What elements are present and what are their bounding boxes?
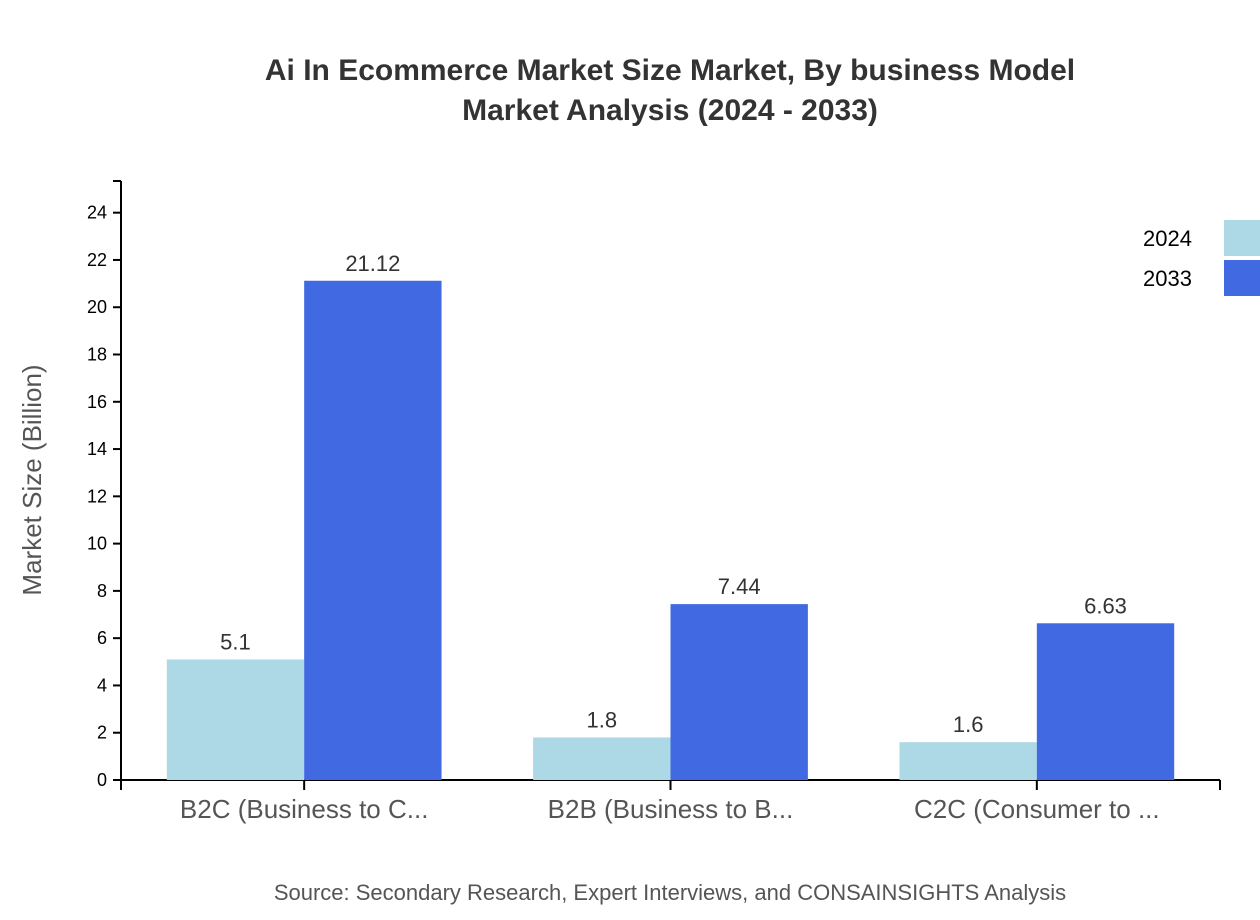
data-label: 6.63 xyxy=(1084,593,1127,618)
x-tick-label: B2C (Business to C... xyxy=(180,794,429,824)
y-tick-label: 24 xyxy=(87,203,107,223)
y-tick-label: 2 xyxy=(97,723,107,743)
bar-2024 xyxy=(166,659,305,780)
legend-swatch-2024 xyxy=(1224,220,1260,256)
y-tick-label: 18 xyxy=(87,345,107,365)
data-label: 21.12 xyxy=(345,251,400,276)
y-axis-label: Market Size (Billion) xyxy=(17,364,47,595)
y-tick-label: 20 xyxy=(87,297,107,317)
y-tick-label: 16 xyxy=(87,392,107,412)
chart-title-line-2: Market Analysis (2024 - 2033) xyxy=(462,94,878,127)
y-tick-label: 0 xyxy=(97,770,107,790)
bar-2033 xyxy=(304,280,442,780)
y-tick-label: 22 xyxy=(87,250,107,270)
bar-2033 xyxy=(1036,623,1175,780)
y-tick-label: 4 xyxy=(97,675,107,695)
data-label: 5.1 xyxy=(220,629,251,654)
bar-2024 xyxy=(899,742,1037,780)
y-tick-label: 14 xyxy=(87,439,107,459)
y-tick-label: 10 xyxy=(87,534,107,554)
y-tick-label: 8 xyxy=(97,581,107,601)
data-label: 1.6 xyxy=(953,712,984,737)
data-label: 1.8 xyxy=(587,707,618,732)
data-label: 7.44 xyxy=(718,574,761,599)
x-tick-label: C2C (Consumer to ... xyxy=(914,794,1160,824)
source-note: Source: Secondary Research, Expert Inter… xyxy=(274,880,1066,905)
legend-label: 2033 xyxy=(1143,266,1192,291)
bar-2033 xyxy=(670,604,808,780)
chart-title-line-1: Ai In Ecommerce Market Size Market, By b… xyxy=(265,54,1075,87)
y-tick-label: 12 xyxy=(87,486,107,506)
x-tick-label: B2B (Business to B... xyxy=(548,794,794,824)
legend-label: 2024 xyxy=(1143,226,1192,251)
y-tick-label: 6 xyxy=(97,628,107,648)
legend-swatch-2033 xyxy=(1224,260,1260,296)
bar-2024 xyxy=(533,737,671,780)
